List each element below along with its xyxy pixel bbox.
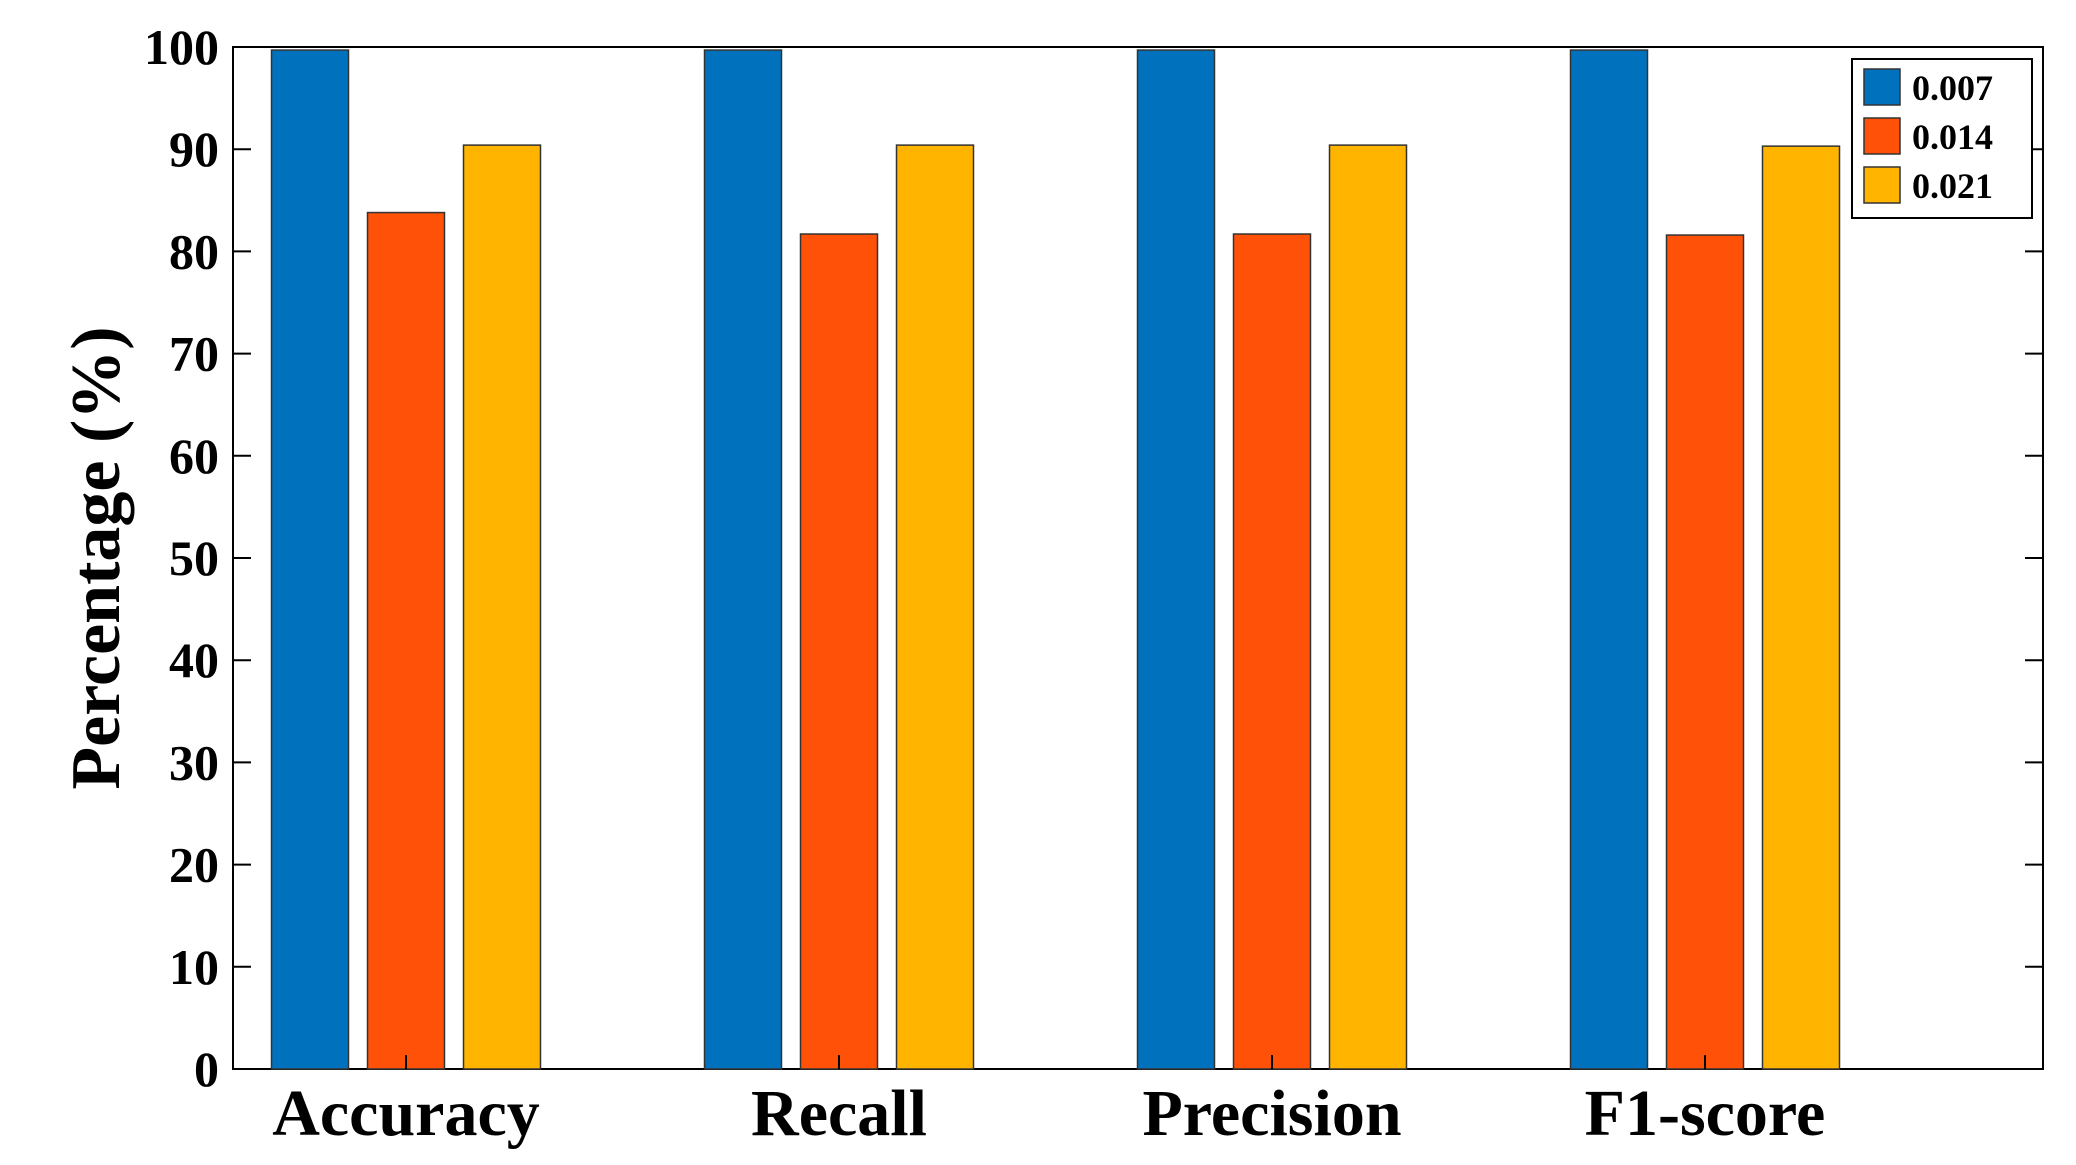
bar-f1-score-series-1 [1665, 234, 1745, 1070]
y-tick-label: 100 [144, 19, 219, 75]
legend-label: 0.007 [1912, 68, 1993, 108]
bars [270, 49, 1841, 1070]
legend-swatch [1863, 68, 1901, 106]
x-category-label: Precision [1142, 1077, 1401, 1150]
bar-accuracy-series-0 [270, 49, 350, 1070]
legend-label: 0.021 [1912, 166, 1993, 206]
y-tick-label: 20 [169, 837, 219, 893]
y-tick-label: 0 [194, 1041, 219, 1097]
legend-label: 0.014 [1912, 117, 1993, 157]
y-axis-title: Percentage (%) [58, 326, 135, 789]
x-category-label: F1-score [1585, 1077, 1826, 1150]
legend-swatch [1863, 117, 1901, 155]
y-tick-label: 60 [169, 428, 219, 484]
bar-precision-series-2 [1328, 144, 1408, 1070]
bar-recall-series-2 [895, 144, 975, 1070]
bar-precision-series-1 [1232, 233, 1312, 1070]
legend: 0.007 0.014 0.021 [1851, 58, 2033, 219]
x-category-label: Accuracy [272, 1077, 540, 1150]
y-tick-label: 40 [169, 632, 219, 688]
y-tick-label: 50 [169, 530, 219, 586]
x-category-label: Recall [751, 1077, 927, 1150]
bar-recall-series-0 [703, 49, 783, 1070]
bar-recall-series-1 [799, 233, 879, 1070]
x-axis: Accuracy Recall Precision F1-score [272, 1055, 1825, 1150]
y-axis: 0 10 20 30 40 50 60 70 80 90 100 [144, 19, 2043, 1097]
y-tick-label: 70 [169, 326, 219, 382]
y-tick-label: 80 [169, 223, 219, 279]
y-tick-label: 10 [169, 939, 219, 995]
bar-accuracy-series-1 [366, 211, 446, 1070]
y-tick-label: 90 [169, 121, 219, 177]
bar-precision-series-0 [1136, 49, 1216, 1070]
bar-f1-score-series-0 [1569, 49, 1649, 1070]
bar-accuracy-series-2 [462, 144, 542, 1070]
y-tick-label: 30 [169, 734, 219, 790]
bar-f1-score-series-2 [1761, 145, 1841, 1070]
legend-swatch [1863, 166, 1901, 204]
